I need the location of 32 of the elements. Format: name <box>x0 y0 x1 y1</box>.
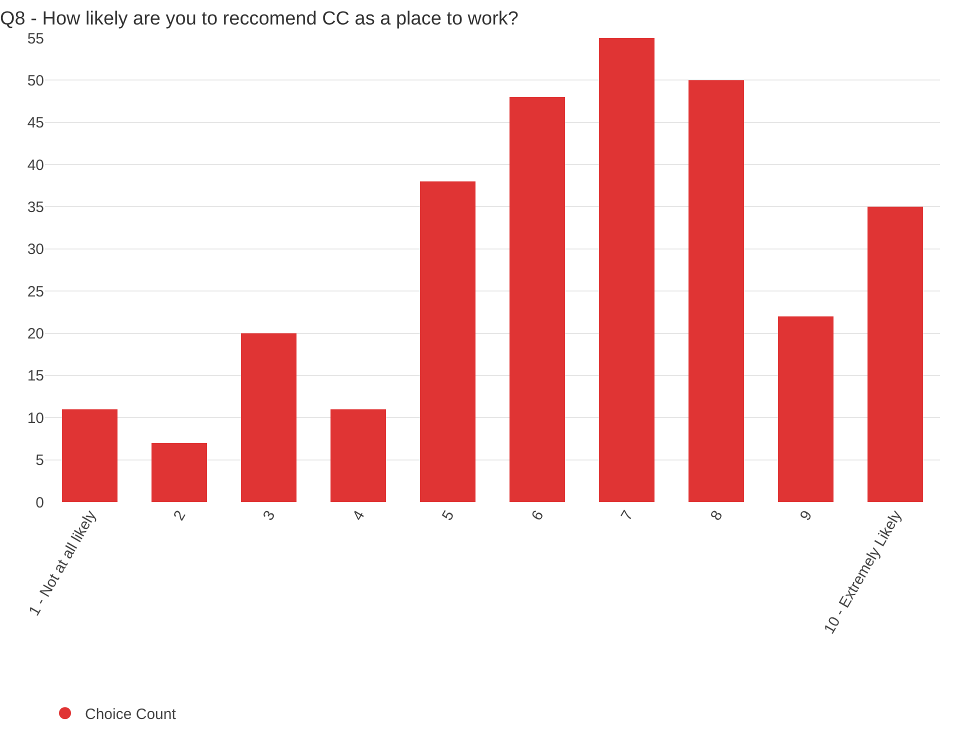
y-tick-label: 25 <box>27 283 44 300</box>
x-tick-label: 8 <box>707 508 726 524</box>
legend-label: Choice Count <box>85 706 177 723</box>
bar <box>330 409 386 502</box>
bar <box>599 38 654 502</box>
x-tick-label: 2 <box>170 508 190 524</box>
chart-title: Q8 - How likely are you to reccomend CC as a place to work? <box>0 8 518 30</box>
y-tick-label: 45 <box>27 114 44 132</box>
bar <box>510 97 565 502</box>
bar <box>152 442 207 502</box>
bar <box>62 409 118 502</box>
x-tick-label: 3 <box>260 508 279 524</box>
x-tick-label: 9 <box>796 508 816 524</box>
x-tick-label: 6 <box>528 508 548 524</box>
y-tick-label: 15 <box>27 368 44 385</box>
bar <box>778 316 834 502</box>
bar <box>688 80 744 502</box>
y-tick-label: 5 <box>36 452 44 470</box>
x-tick-label: 5 <box>438 508 458 524</box>
bar <box>868 206 923 502</box>
bar <box>241 333 296 502</box>
y-tick-label: 35 <box>27 198 44 216</box>
y-tick-label: 40 <box>27 156 44 174</box>
y-tick-label: 0 <box>36 494 44 512</box>
x-tick-label: 7 <box>618 508 637 524</box>
y-tick-label: 20 <box>27 326 44 343</box>
y-tick-label: 55 <box>27 30 44 48</box>
y-tick-label: 30 <box>27 241 44 258</box>
y-tick-label: 50 <box>27 72 44 90</box>
y-tick-label: 10 <box>27 410 44 427</box>
x-tick-label: 4 <box>349 508 368 524</box>
bar <box>420 181 476 502</box>
